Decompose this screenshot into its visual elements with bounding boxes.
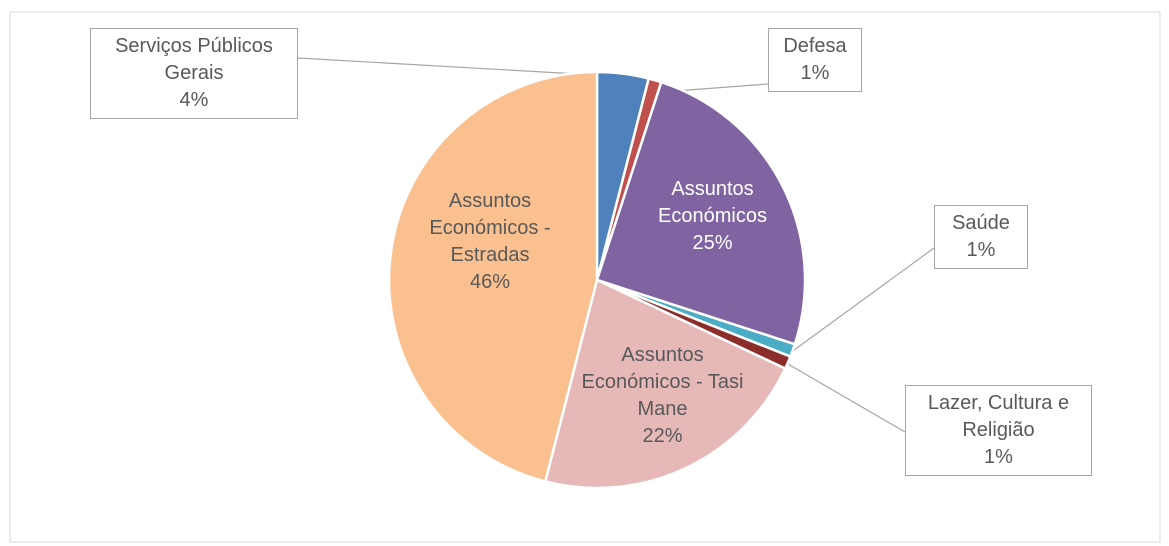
pie-slice bbox=[595, 80, 807, 346]
leader-line bbox=[789, 247, 935, 354]
label-name: Defesa bbox=[783, 35, 847, 57]
leader-line bbox=[297, 57, 614, 77]
pie-slice bbox=[543, 278, 787, 490]
label-name: Lazer, Cultura e Religião bbox=[927, 392, 1070, 441]
data-label: Defesa 1% bbox=[768, 28, 862, 92]
data-label: Saúde 1% bbox=[934, 205, 1028, 269]
label-value: 4% bbox=[179, 89, 209, 111]
label-value: 46% bbox=[469, 271, 511, 293]
label-name: Saúde bbox=[952, 212, 1010, 234]
label-value: 1% bbox=[966, 239, 996, 261]
label-value: 25% bbox=[692, 232, 733, 254]
data-label: Assuntos Económicos - Tasi Mane 22% bbox=[580, 342, 745, 450]
leader-line bbox=[787, 363, 906, 433]
label-name: Assuntos Económicos - Tasi Mane bbox=[581, 344, 744, 420]
data-label: Serviços Públicos Gerais 4% bbox=[90, 28, 298, 119]
pie-slice bbox=[387, 70, 599, 483]
data-label: Assuntos Económicos 25% bbox=[630, 176, 795, 257]
label-name: Serviços Públicos Gerais bbox=[115, 35, 273, 84]
chart-frame bbox=[9, 11, 1161, 543]
label-value: 1% bbox=[800, 62, 830, 84]
data-label: Assuntos Económicos - Estradas 46% bbox=[410, 188, 570, 296]
label-name: Assuntos Económicos - Estradas bbox=[429, 190, 551, 266]
label-name: Assuntos Económicos bbox=[658, 178, 767, 227]
data-label: Lazer, Cultura e Religião 1% bbox=[905, 385, 1092, 476]
label-value: 1% bbox=[984, 446, 1013, 468]
label-value: 22% bbox=[642, 425, 683, 447]
